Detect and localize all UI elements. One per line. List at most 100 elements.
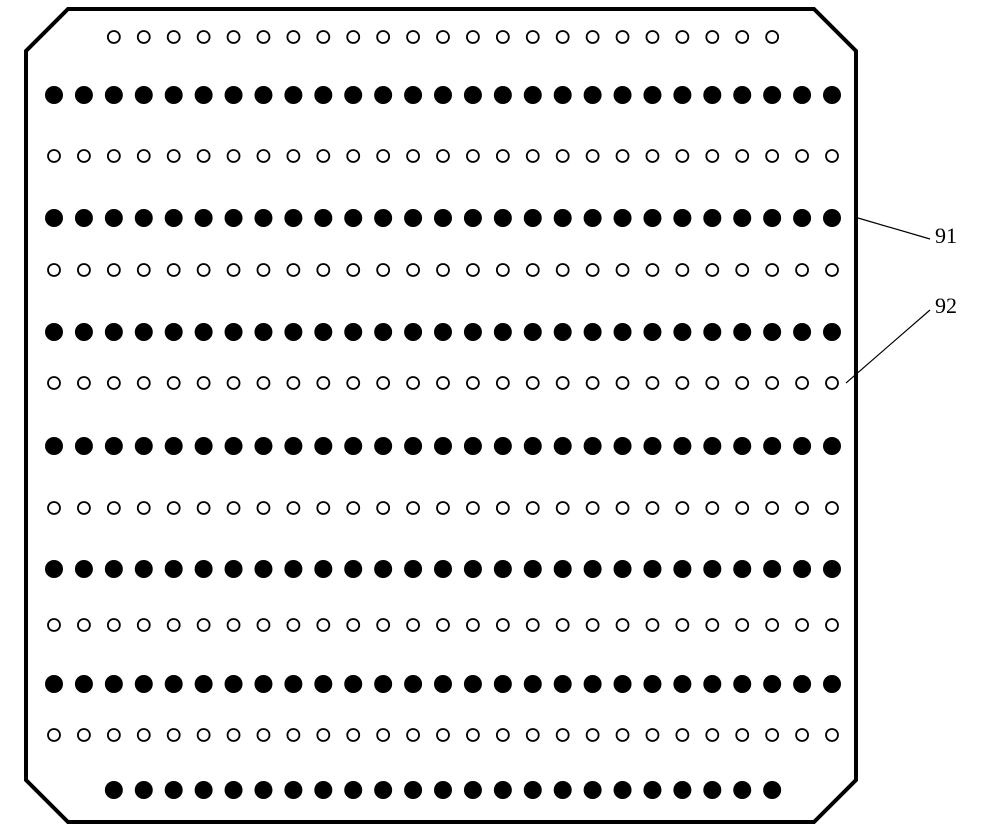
dot-open — [228, 502, 240, 514]
dot-open — [617, 377, 629, 389]
dot-open — [228, 150, 240, 162]
dot-open — [228, 729, 240, 741]
dot-filled — [284, 323, 302, 341]
dot-filled — [195, 675, 213, 693]
dot-open — [826, 729, 838, 741]
dot-open — [437, 729, 449, 741]
dot-open — [78, 377, 90, 389]
dot-open — [168, 729, 180, 741]
dot-open — [646, 264, 658, 276]
dot-filled — [404, 86, 422, 104]
dot-filled — [344, 323, 362, 341]
dot-filled — [314, 209, 332, 227]
dot-filled — [344, 560, 362, 578]
dot-filled — [135, 781, 153, 799]
dot-filled — [584, 437, 602, 455]
dot-filled — [45, 675, 63, 693]
dot-open — [138, 502, 150, 514]
dot-filled — [225, 323, 243, 341]
dot-open — [467, 619, 479, 631]
dot-open — [78, 502, 90, 514]
dot-open — [497, 31, 509, 43]
dot-open — [407, 31, 419, 43]
dot-filled — [404, 781, 422, 799]
dot-open — [347, 619, 359, 631]
dot-filled — [165, 675, 183, 693]
dot-filled — [614, 675, 632, 693]
dot-open — [706, 264, 718, 276]
dot-open — [826, 502, 838, 514]
dot-filled — [823, 560, 841, 578]
dot-open — [557, 619, 569, 631]
dot-open — [826, 377, 838, 389]
dot-open — [168, 502, 180, 514]
dot-open — [48, 619, 60, 631]
dot-open — [796, 264, 808, 276]
dot-open — [437, 619, 449, 631]
dot-filled — [703, 437, 721, 455]
dot-open — [407, 264, 419, 276]
dot-filled — [554, 323, 572, 341]
dot-filled — [524, 781, 542, 799]
dot-open — [168, 264, 180, 276]
dot-open — [497, 619, 509, 631]
dot-open — [736, 150, 748, 162]
dot-open — [228, 619, 240, 631]
dot-open — [198, 502, 210, 514]
dot-filled — [733, 675, 751, 693]
dot-open — [557, 729, 569, 741]
dot-open — [706, 377, 718, 389]
dot-filled — [643, 675, 661, 693]
dot-open — [617, 502, 629, 514]
dot-filled — [494, 781, 512, 799]
dot-open — [587, 264, 599, 276]
dot-open — [676, 729, 688, 741]
dot-open — [467, 264, 479, 276]
dot-filled — [823, 323, 841, 341]
dot-open — [736, 31, 748, 43]
dot-filled — [284, 781, 302, 799]
dot-open — [198, 264, 210, 276]
dot-filled — [464, 86, 482, 104]
dot-filled — [254, 437, 272, 455]
dot-open — [736, 377, 748, 389]
dot-open — [407, 377, 419, 389]
dot-open — [347, 729, 359, 741]
dot-open — [676, 377, 688, 389]
dot-filled — [45, 209, 63, 227]
dot-filled — [823, 675, 841, 693]
dot-open — [198, 377, 210, 389]
dot-filled — [733, 560, 751, 578]
dot-filled — [135, 675, 153, 693]
dot-filled — [703, 86, 721, 104]
dot-open — [796, 150, 808, 162]
dot-filled — [314, 437, 332, 455]
dot-filled — [75, 437, 93, 455]
dot-filled — [614, 209, 632, 227]
dot-filled — [374, 86, 392, 104]
dot-filled — [314, 781, 332, 799]
dot-filled — [584, 560, 602, 578]
dot-filled — [344, 781, 362, 799]
dot-open — [48, 264, 60, 276]
dot-open — [257, 619, 269, 631]
dot-open — [377, 377, 389, 389]
dot-filled — [554, 86, 572, 104]
dot-open — [198, 729, 210, 741]
dot-open — [587, 502, 599, 514]
dot-open — [796, 502, 808, 514]
dot-open — [317, 729, 329, 741]
dot-open — [796, 729, 808, 741]
dot-filled — [434, 437, 452, 455]
dot-open — [168, 377, 180, 389]
dot-filled — [494, 437, 512, 455]
dot-open — [766, 150, 778, 162]
dot-open — [766, 502, 778, 514]
dot-filled — [195, 209, 213, 227]
dot-open — [317, 377, 329, 389]
dot-filled — [105, 323, 123, 341]
dot-filled — [135, 209, 153, 227]
dot-filled — [75, 86, 93, 104]
dot-open — [138, 377, 150, 389]
dot-open — [48, 729, 60, 741]
